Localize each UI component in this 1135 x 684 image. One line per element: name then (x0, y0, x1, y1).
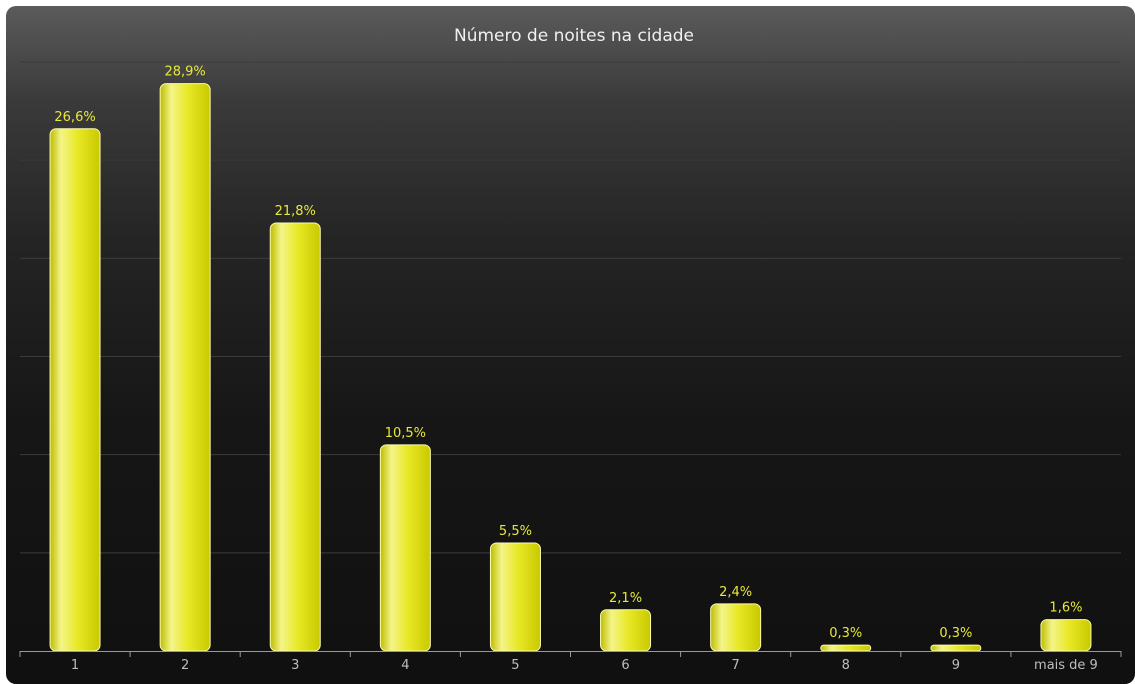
data-label: 21,8% (275, 204, 316, 219)
bar (49, 128, 101, 652)
bar (159, 83, 211, 652)
x-tick-label: mais de 9 (1034, 658, 1098, 673)
bar (489, 542, 541, 652)
data-label: 1,6% (1049, 601, 1082, 616)
bar (930, 644, 982, 652)
x-tick-label: 8 (842, 658, 850, 673)
x-tick-label: 4 (401, 658, 409, 673)
data-label: 2,4% (719, 585, 752, 600)
chart-panel: Número de noites na cidade 26,6% 28,9% 21,… (6, 6, 1135, 684)
x-axis: 1 2 3 4 5 6 7 8 9 mais de 9 (19, 651, 1122, 673)
data-label: 26,6% (54, 110, 95, 125)
data-label: 2,1% (609, 591, 642, 606)
bars: 26,6% 28,9% 21,8% 10,5% 5,5% 2,1% 2,4% 0,3% 0,3%… (49, 65, 1092, 652)
x-tick-label: 1 (71, 658, 79, 673)
x-tick-label: 3 (291, 658, 299, 673)
bar-chart: Número de noites na cidade 26,6%28,9%21,… (19, 26, 1122, 673)
x-tick-label: 6 (621, 658, 629, 673)
bar (379, 444, 431, 652)
data-label: 28,9% (164, 65, 205, 80)
bar (710, 603, 762, 652)
x-tick-label: 5 (511, 658, 519, 673)
data-label: 5,5% (499, 524, 532, 539)
x-tick-label: 7 (732, 658, 740, 673)
bar (820, 644, 872, 652)
bar (600, 609, 652, 652)
bar (1040, 619, 1092, 652)
bar (269, 222, 321, 652)
data-label: 10,5% (385, 426, 426, 441)
chart-title: Número de noites na cidade (454, 26, 694, 46)
x-tick-label: 2 (181, 658, 189, 673)
data-label: 0,3% (939, 626, 972, 641)
x-tick-label: 9 (952, 658, 960, 673)
data-label: 0,3% (829, 626, 862, 641)
